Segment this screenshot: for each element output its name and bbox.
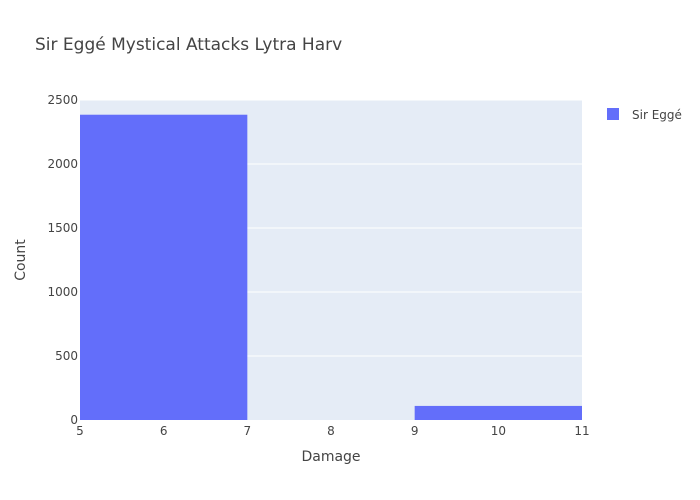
- histogram-bar[interactable]: [414, 405, 582, 420]
- legend-label[interactable]: Sir Eggé: [632, 108, 682, 122]
- x-tick-label: 11: [574, 424, 589, 438]
- y-tick-label: 1000: [47, 285, 78, 299]
- legend[interactable]: Sir Eggé: [607, 108, 682, 122]
- y-tick-label: 0: [70, 413, 78, 427]
- x-tick-label: 9: [411, 424, 419, 438]
- y-tick-label: 1500: [47, 221, 78, 235]
- x-tick-label: 10: [491, 424, 506, 438]
- x-axis-ticks: 5 6 7 8 9 10 11: [76, 424, 589, 438]
- bars-group: [80, 114, 582, 420]
- histogram-bar[interactable]: [80, 114, 248, 420]
- x-tick-label: 6: [160, 424, 168, 438]
- chart-title: Sir Eggé Mystical Attacks Lytra Harv: [35, 35, 342, 55]
- x-axis-title: Damage: [301, 449, 360, 465]
- y-tick-label: 500: [55, 349, 78, 363]
- y-tick-label: 2000: [47, 157, 78, 171]
- y-axis-ticks: 0 500 1000 1500 2000 2500: [47, 93, 78, 427]
- x-tick-label: 5: [76, 424, 84, 438]
- y-tick-label: 2500: [47, 93, 78, 107]
- x-tick-label: 7: [244, 424, 252, 438]
- legend-swatch[interactable]: [607, 108, 619, 120]
- x-tick-label: 8: [327, 424, 335, 438]
- y-axis-title: Count: [13, 239, 29, 281]
